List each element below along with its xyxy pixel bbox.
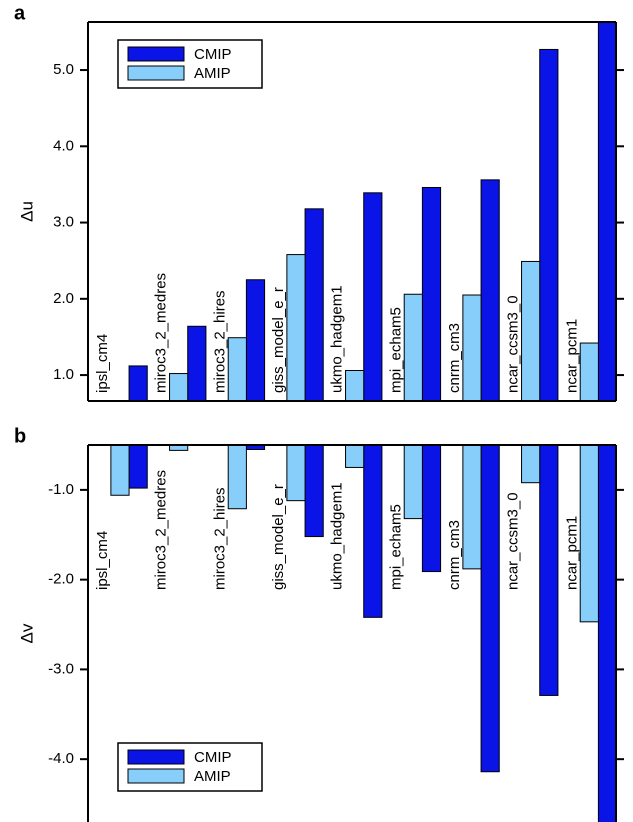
bar xyxy=(462,294,482,401)
y-tick-label: 5.0 xyxy=(53,61,74,78)
bar xyxy=(480,445,500,773)
category-label: miroc3_2_hires xyxy=(211,290,228,393)
legend-label: AMIP xyxy=(194,65,231,82)
category-label: ncar_pcm1 xyxy=(563,319,580,393)
bar xyxy=(110,445,130,496)
y-tick-label: 4.0 xyxy=(53,137,74,154)
bar xyxy=(304,445,324,538)
category-label: cnrm_cm3 xyxy=(446,323,463,393)
category-label: mpi_echam5 xyxy=(387,307,404,393)
bar xyxy=(597,22,616,401)
category-label: miroc3_2_medres xyxy=(153,273,170,393)
bar xyxy=(128,445,148,489)
legend-swatch xyxy=(127,46,185,62)
panel: ipsl_cm4 miroc3_2_medres miroc3_2_hires gis… xyxy=(14,425,624,822)
bar xyxy=(227,337,247,401)
bar xyxy=(597,445,616,822)
category-label: ncar_pcm1 xyxy=(563,516,580,590)
bar xyxy=(403,293,423,401)
bar xyxy=(421,186,442,401)
y-tick-label: 2.0 xyxy=(53,290,74,307)
category-label: miroc3_2_medres xyxy=(153,470,170,590)
category-label: ncar_ccsm3_0 xyxy=(505,295,522,393)
bar xyxy=(579,342,599,401)
bar xyxy=(169,445,189,451)
legend-label: AMIP xyxy=(194,768,231,785)
category-label: mpi_echam5 xyxy=(387,504,404,590)
category-label: giss_model_e_r xyxy=(270,484,287,590)
bars xyxy=(110,445,616,822)
bar xyxy=(128,365,148,401)
bar xyxy=(363,192,383,401)
legend-swatch xyxy=(127,749,185,765)
y-axis-label: Δv xyxy=(17,623,36,643)
bar xyxy=(363,445,383,618)
category-label: giss_model_e_r xyxy=(270,287,287,393)
bar xyxy=(421,445,442,573)
y-tick-label: -4.0 xyxy=(48,750,74,767)
bar xyxy=(539,445,559,696)
category-label: ncar_ccsm3_0 xyxy=(505,492,522,590)
category-label: ipsl_cm4 xyxy=(94,531,111,590)
category-label: ukmo_hadgem1 xyxy=(329,285,346,393)
bar xyxy=(539,48,559,401)
y-axis-label: Δu xyxy=(17,201,36,222)
legend-swatch xyxy=(127,768,185,784)
legend: CMIP AMIP xyxy=(117,742,263,792)
y-tick-label: -2.0 xyxy=(48,571,74,588)
category-label: cnrm_cm3 xyxy=(446,520,463,590)
bar xyxy=(521,260,541,401)
bar xyxy=(169,373,189,401)
bar xyxy=(345,445,365,468)
category-label: ipsl_cm4 xyxy=(94,334,111,393)
bar xyxy=(187,325,207,401)
bar xyxy=(521,445,541,484)
bar xyxy=(245,279,266,401)
bar xyxy=(304,208,324,401)
legend-label: CMIP xyxy=(194,46,232,63)
bar xyxy=(286,254,306,401)
legend: CMIP AMIP xyxy=(117,39,263,89)
bar xyxy=(403,445,423,520)
panel-label: b xyxy=(14,425,26,447)
y-tick-label: 1.0 xyxy=(53,366,74,383)
bar xyxy=(579,445,599,623)
bar xyxy=(227,445,247,510)
category-label: miroc3_2_hires xyxy=(211,487,228,590)
panel: ipsl_cm4 miroc3_2_medres miroc3_2_hires gis… xyxy=(14,2,624,402)
y-tick-label: -3.0 xyxy=(48,660,74,677)
bar xyxy=(286,445,306,502)
bar xyxy=(480,179,500,401)
category-label: ukmo_hadgem1 xyxy=(329,482,346,590)
bar xyxy=(462,445,482,570)
legend-label: CMIP xyxy=(194,749,232,766)
bars xyxy=(128,22,616,401)
legend-swatch xyxy=(127,65,185,81)
panel-label: a xyxy=(14,2,26,24)
y-tick-label: 3.0 xyxy=(53,214,74,231)
bar xyxy=(345,369,365,401)
y-tick-label: -1.0 xyxy=(48,481,74,498)
